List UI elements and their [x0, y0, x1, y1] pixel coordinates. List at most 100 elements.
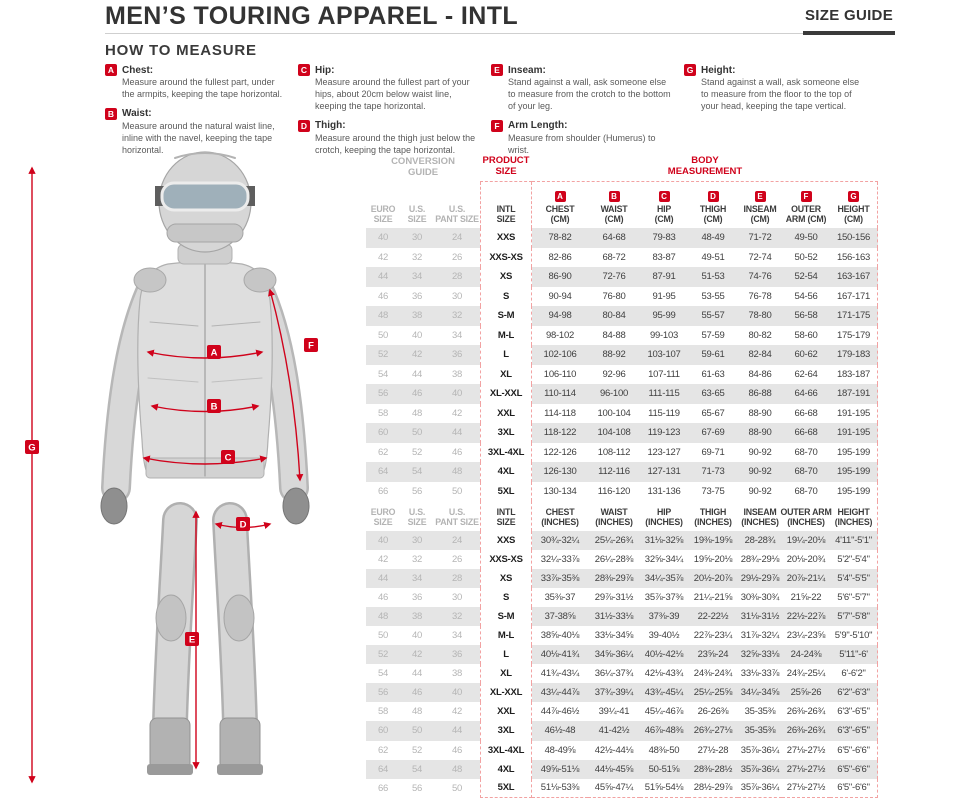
height-value: 191-195 [830, 423, 878, 443]
thigh-value: 61-63 [701, 368, 725, 380]
column-header-outer-arm: OUTER ARM (INCHES) [780, 501, 831, 531]
height-value: 5'11"-6' [830, 645, 878, 665]
measure-name: Thigh: [315, 120, 346, 132]
euro-size-value: 64 [366, 462, 400, 482]
in-row-XXL: 58 48 42 XXL 44⅞-46½ 39¼-41 45¼-46⅞ 26-26⅜ 35-35… [366, 702, 878, 722]
height-value: 150-156 [830, 228, 878, 248]
header-line: HEIGHT [837, 506, 870, 517]
euro-size-value: 54 [377, 368, 389, 380]
waist-value: 112-116 [588, 462, 640, 482]
inseam-value: 35⅞-36¼ [738, 779, 782, 798]
hip-value: 35⅞-37⅜ [644, 592, 684, 604]
hip-value: 99-103 [649, 329, 679, 341]
cm-row-S-M: 48 38 32 S-M 94-98 80-84 95-99 55-57 78-80 56-58 1… [366, 306, 878, 326]
measure-description: Stand against a wall, ask someone else t… [508, 77, 671, 111]
hip-measure-line-c [142, 455, 268, 465]
inseam-value: 82-84 [738, 345, 782, 365]
chest-value: 41¾-43¼ [540, 668, 580, 680]
us-pant-size-value: 42 [451, 706, 463, 718]
figure-badge-g [25, 440, 39, 454]
intl-size-value: 3XL [480, 423, 532, 443]
header-line: EURO [370, 203, 396, 214]
waist-value: 45⅝-47¼ [588, 779, 640, 798]
us-size-value: 32 [411, 251, 423, 263]
outer-arm-value: 68-70 [794, 485, 818, 497]
us-pant-size-value: 34 [451, 630, 463, 642]
intl-size-value: XS [480, 569, 532, 589]
waist-value: 100-104 [597, 407, 631, 419]
intl-size-value: M-L [480, 626, 532, 646]
arm-measure-line-f [268, 288, 304, 482]
measure-instruction-chest: A Chest: Measure around the fullest part, … [105, 64, 288, 101]
header-line: HEIGHT [837, 203, 870, 214]
header-line: SIZE [496, 214, 516, 225]
us-size-value: 42 [400, 345, 434, 365]
column-header-thigh: THIGH (INCHES) [688, 501, 738, 531]
us-size-value: 32 [411, 554, 423, 566]
intl-size-value: L [480, 645, 532, 665]
measure-description: Stand against a wall, ask someone else t… [701, 77, 860, 111]
height-value: 175-179 [830, 325, 878, 345]
chest-value: 102-106 [532, 345, 588, 365]
column-header-euro-size: EURO SIZE [366, 501, 400, 531]
us-size-value: 56 [411, 485, 423, 497]
outer-arm-value: 20⅞-21¼ [782, 569, 830, 589]
inseam-value: 80-82 [748, 329, 772, 341]
column-header-us-size: U.S. SIZE [400, 501, 434, 531]
height-value: 156-163 [830, 247, 878, 267]
thigh-value: 67-69 [688, 423, 738, 443]
rider-goggle-strap [155, 186, 164, 206]
height-value: 6'5"-6'6" [830, 759, 878, 779]
column-header-hip: C HIP (CM) [640, 182, 688, 228]
figure-badge-letter-g: G [28, 443, 35, 454]
header-line: (INCHES) [595, 517, 633, 528]
height-value: 171-175 [830, 306, 878, 326]
euro-size-value: 48 [366, 607, 400, 627]
height-value: 179-183 [830, 345, 878, 365]
in-row-3XL-4XL: 62 52 46 3XL-4XL 48-49⅝ 42½-44⅛ 48⅜-50 27½-28 35… [366, 740, 878, 760]
height-value: 5'4"-5'5" [830, 569, 878, 589]
measure-letter-badge: B [608, 190, 620, 202]
euro-size-value: 62 [377, 744, 389, 756]
measure-letter-badge: F [800, 190, 812, 202]
header-line: (CM) [844, 214, 863, 225]
figure-badge-a [207, 345, 221, 359]
euro-size-value: 58 [377, 407, 389, 419]
height-value: 183-187 [830, 364, 878, 384]
height-value: 5'9"-5'10" [830, 626, 878, 646]
height-value: 195-199 [830, 462, 878, 482]
waist-measure-line-b [150, 403, 260, 413]
us-pant-size-value: 38 [451, 368, 463, 380]
chest-measure-line-a [146, 349, 264, 359]
euro-size-value: 62 [377, 446, 389, 458]
outer-arm-value: 66-68 [794, 407, 818, 419]
cm-row-XXS: 40 30 24 XXS 78-82 64-68 79-83 48-49 71-72 49-50 1… [366, 228, 878, 248]
size-guide-badge: SIZE GUIDE [802, 7, 895, 35]
size-tables: CONVERSION GUIDE PRODUCT SIZE BODY MEASU… [366, 150, 878, 798]
cm-row-3XL: 60 50 44 3XL 118-122 104-108 119-123 67-69 88-90… [366, 423, 878, 443]
height-value: 6'2"-6'3" [830, 683, 878, 703]
hip-value: 34¼-35⅞ [640, 569, 688, 589]
inseam-value: 31⅛-31½ [738, 607, 782, 627]
header-line: (INCHES) [645, 517, 683, 528]
waist-value: 37¾-39¼ [588, 683, 640, 703]
thigh-value: 71-73 [688, 462, 738, 482]
us-pant-size-value: 34 [451, 329, 463, 341]
euro-size-value: 64 [366, 759, 400, 779]
outer-arm-value: 19¼-20⅛ [782, 531, 830, 551]
measure-instruction-head: G Height: [684, 64, 867, 76]
inseam-value: 90-92 [738, 462, 782, 482]
measure-instruction-column: G Height: Stand against a wall, ask someon… [684, 64, 877, 163]
page-title: MEN’S TOURING APPAREL - INTL [105, 2, 519, 30]
hip-value: 107-111 [648, 368, 680, 380]
outer-arm-value: 66-68 [782, 423, 830, 443]
intl-size-value: S [480, 286, 532, 306]
hip-value: 87-91 [640, 267, 688, 287]
waist-value: 84-88 [602, 329, 626, 341]
header-line: (CM) [703, 214, 723, 225]
height-value: 6'-6'2" [830, 664, 878, 684]
cm-row-L: 52 42 36 L 102-106 88-92 103-107 59-61 82-84 60-6… [366, 345, 878, 365]
euro-size-value: 60 [366, 721, 400, 741]
us-pant-size-value: 44 [434, 721, 480, 741]
inseam-value: 78-80 [738, 306, 782, 326]
